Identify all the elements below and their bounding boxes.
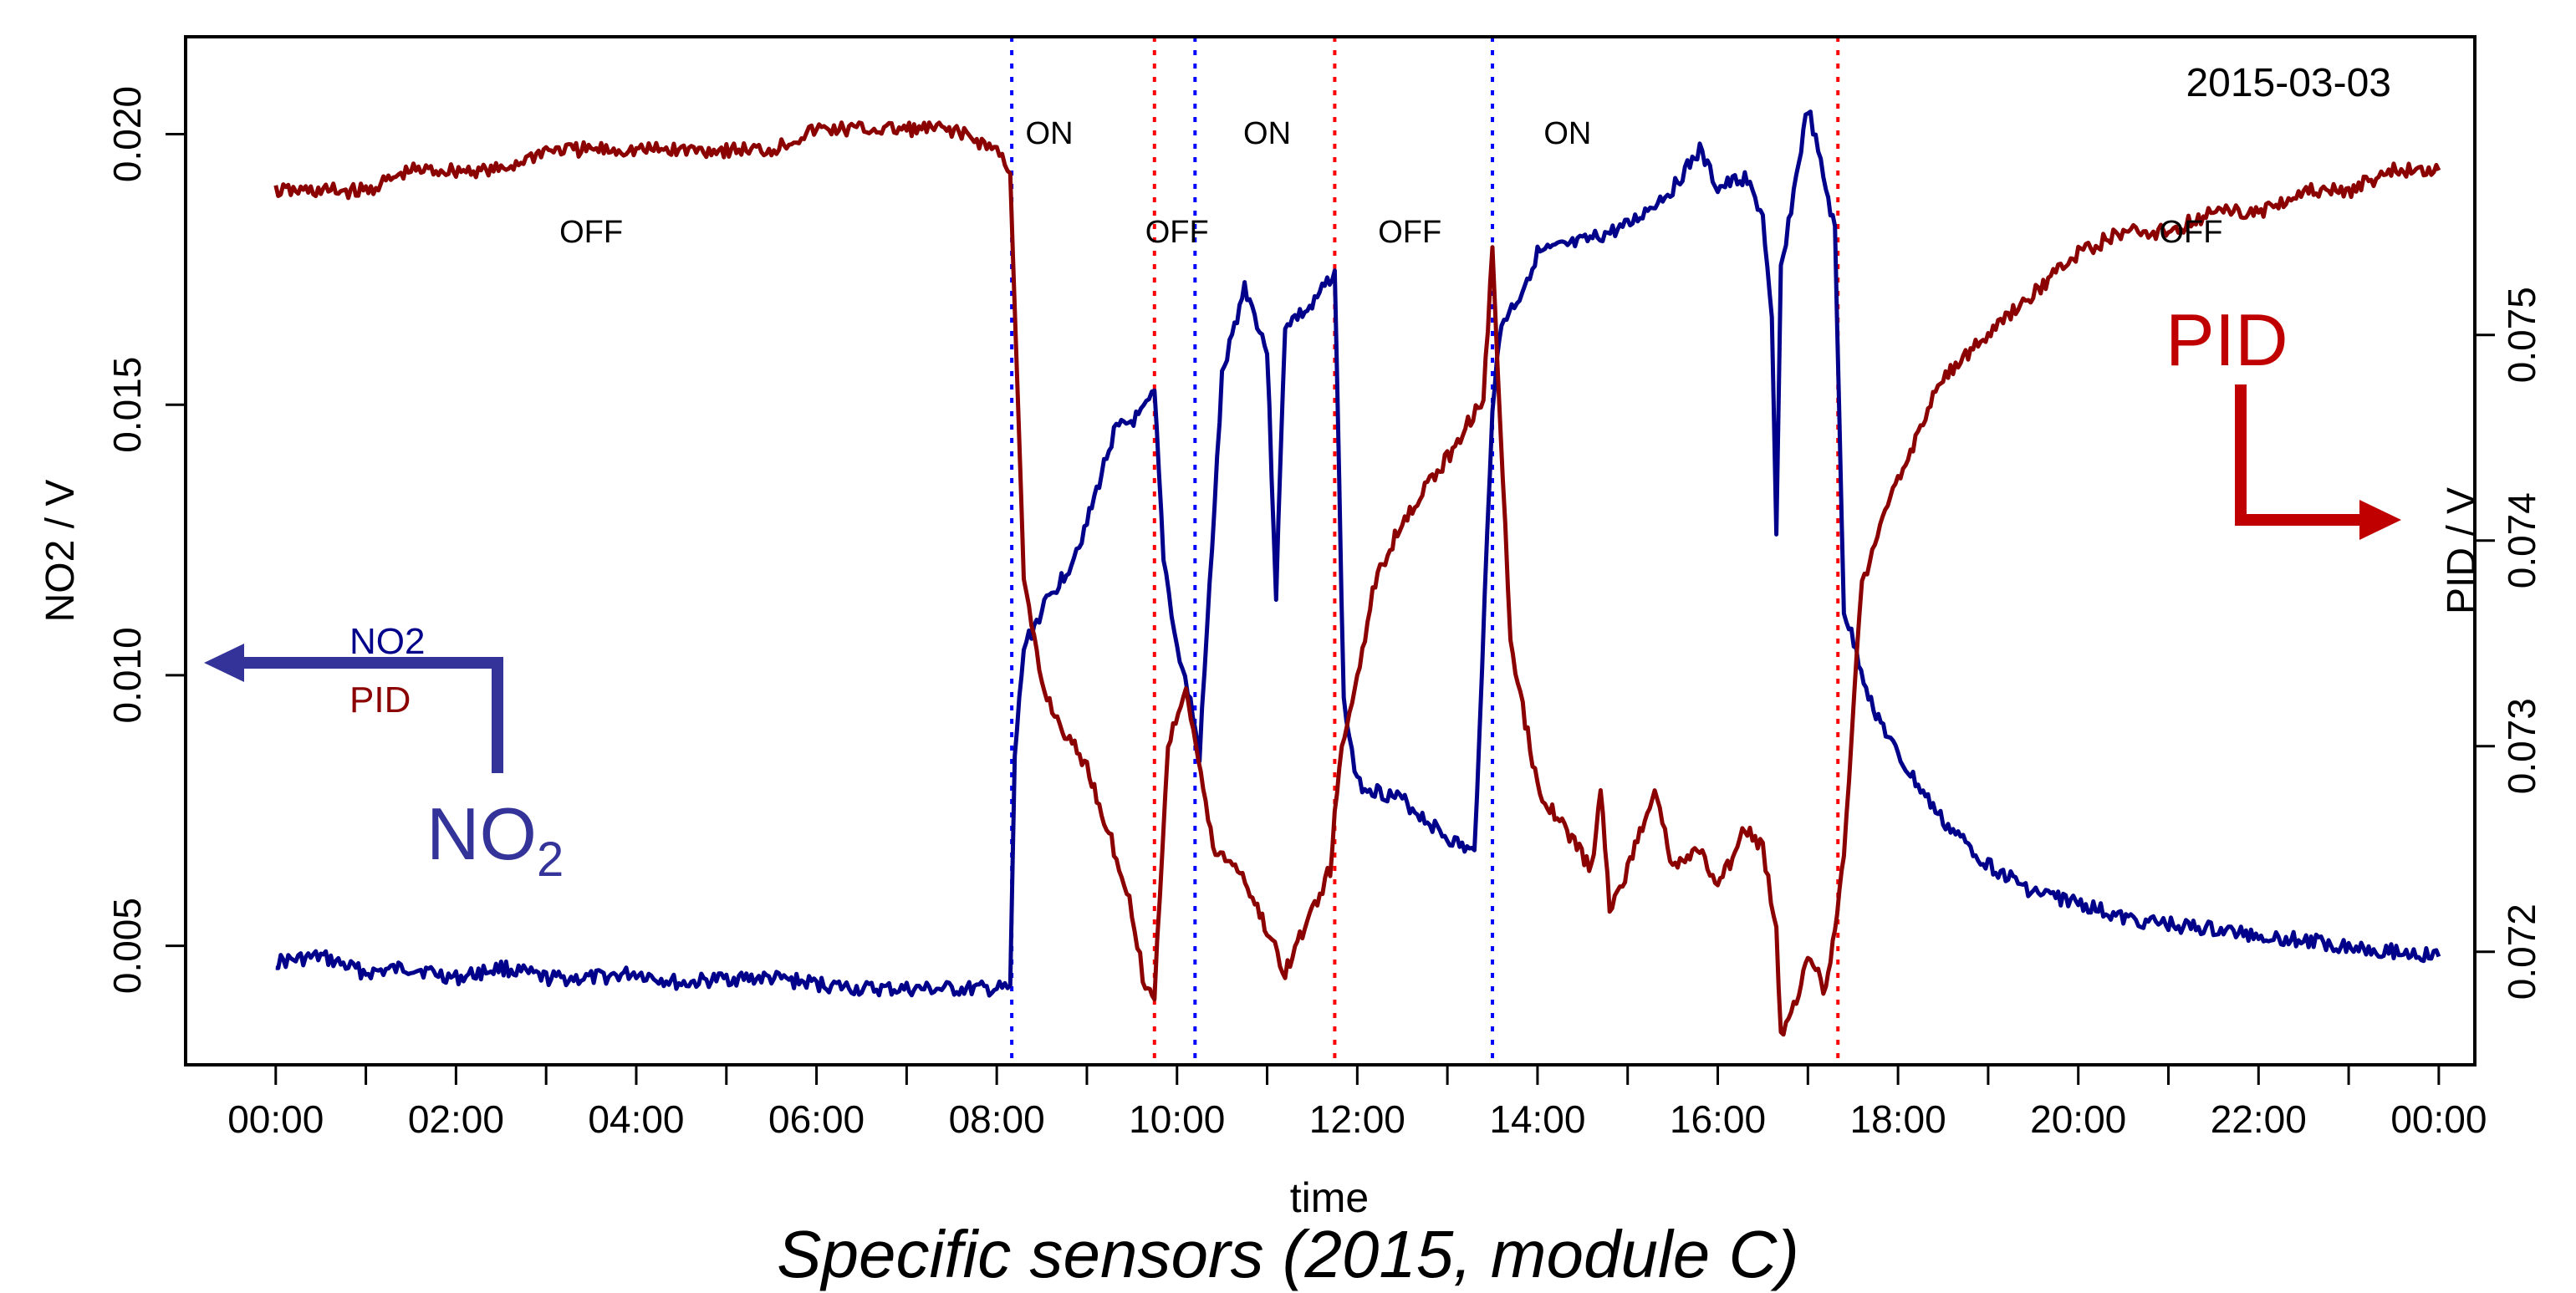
x-tick-label: 18:00	[1850, 1097, 1946, 1141]
x-tick-label: 04:00	[588, 1097, 684, 1141]
x-tick-label: 22:00	[2211, 1097, 2307, 1141]
state-label: ON	[1243, 116, 1291, 151]
x-tick-label: 06:00	[768, 1097, 865, 1141]
x-axis: 00:00 02:00 04:00 06:00 08:00 10:00 12:00 14:00…	[227, 1065, 2487, 1141]
no2-arrow-icon	[204, 644, 503, 773]
x-tick-label: 16:00	[1670, 1097, 1766, 1141]
y-left-tick-label: 0.005	[105, 898, 149, 994]
x-tick-label: 00:00	[2390, 1097, 2487, 1141]
y-right-tick-label: 0.075	[2500, 287, 2543, 383]
state-label: OFF	[1145, 215, 1209, 250]
pid-arrow-icon	[2235, 384, 2401, 540]
y-right-axis: 0.072 0.073 0.074 0.075	[2475, 287, 2543, 1000]
state-label: OFF	[1378, 215, 1441, 250]
date-label: 2015-03-03	[2186, 61, 2391, 105]
plot-frame	[184, 35, 2477, 1066]
switch-lines	[1010, 37, 1840, 1065]
y-right-tick-label: 0.072	[2500, 904, 2543, 1000]
y-right-tick-label: 0.074	[2500, 492, 2543, 588]
y-left-tick-label: 0.015	[105, 357, 149, 453]
x-tick-label: 20:00	[2030, 1097, 2126, 1141]
y-left-axis: 0.005 0.010 0.015 0.020	[105, 86, 186, 994]
x-tick-label: 12:00	[1309, 1097, 1405, 1141]
series-no2-line	[275, 109, 2441, 998]
state-labels: OFF ON OFF ON OFF ON OFF	[559, 116, 2222, 250]
no2-subscript: 2	[537, 832, 564, 887]
series-lines	[273, 109, 2441, 1037]
x-tick-label: 08:00	[949, 1097, 1045, 1141]
series-pid-line	[273, 120, 2441, 1037]
y-right-tick-label: 0.073	[2500, 698, 2543, 794]
no2-arrow-label: NO2	[426, 792, 564, 887]
y-left-tick-label: 0.010	[105, 627, 149, 723]
state-label: OFF	[559, 215, 623, 250]
state-label: ON	[1543, 116, 1591, 151]
pid-arrow-label: PID	[2165, 298, 2288, 381]
y-right-axis-label: PID / V	[2440, 487, 2484, 614]
x-axis-label: time	[1290, 1174, 1369, 1221]
y-left-tick-label: 0.020	[105, 86, 149, 182]
x-tick-label: 10:00	[1129, 1097, 1225, 1141]
x-tick-label: 00:00	[227, 1097, 324, 1141]
x-tick-label: 14:00	[1489, 1097, 1585, 1141]
x-tick-label: 02:00	[408, 1097, 504, 1141]
state-label: ON	[1026, 116, 1074, 151]
legend-no2: NO2	[349, 621, 425, 662]
figure-caption: Specific sensors (2015, module C)	[777, 1217, 1799, 1291]
legend-pid: PID	[349, 680, 411, 720]
y-left-axis-label: NO2 / V	[38, 480, 83, 623]
state-label: OFF	[2159, 215, 2222, 250]
